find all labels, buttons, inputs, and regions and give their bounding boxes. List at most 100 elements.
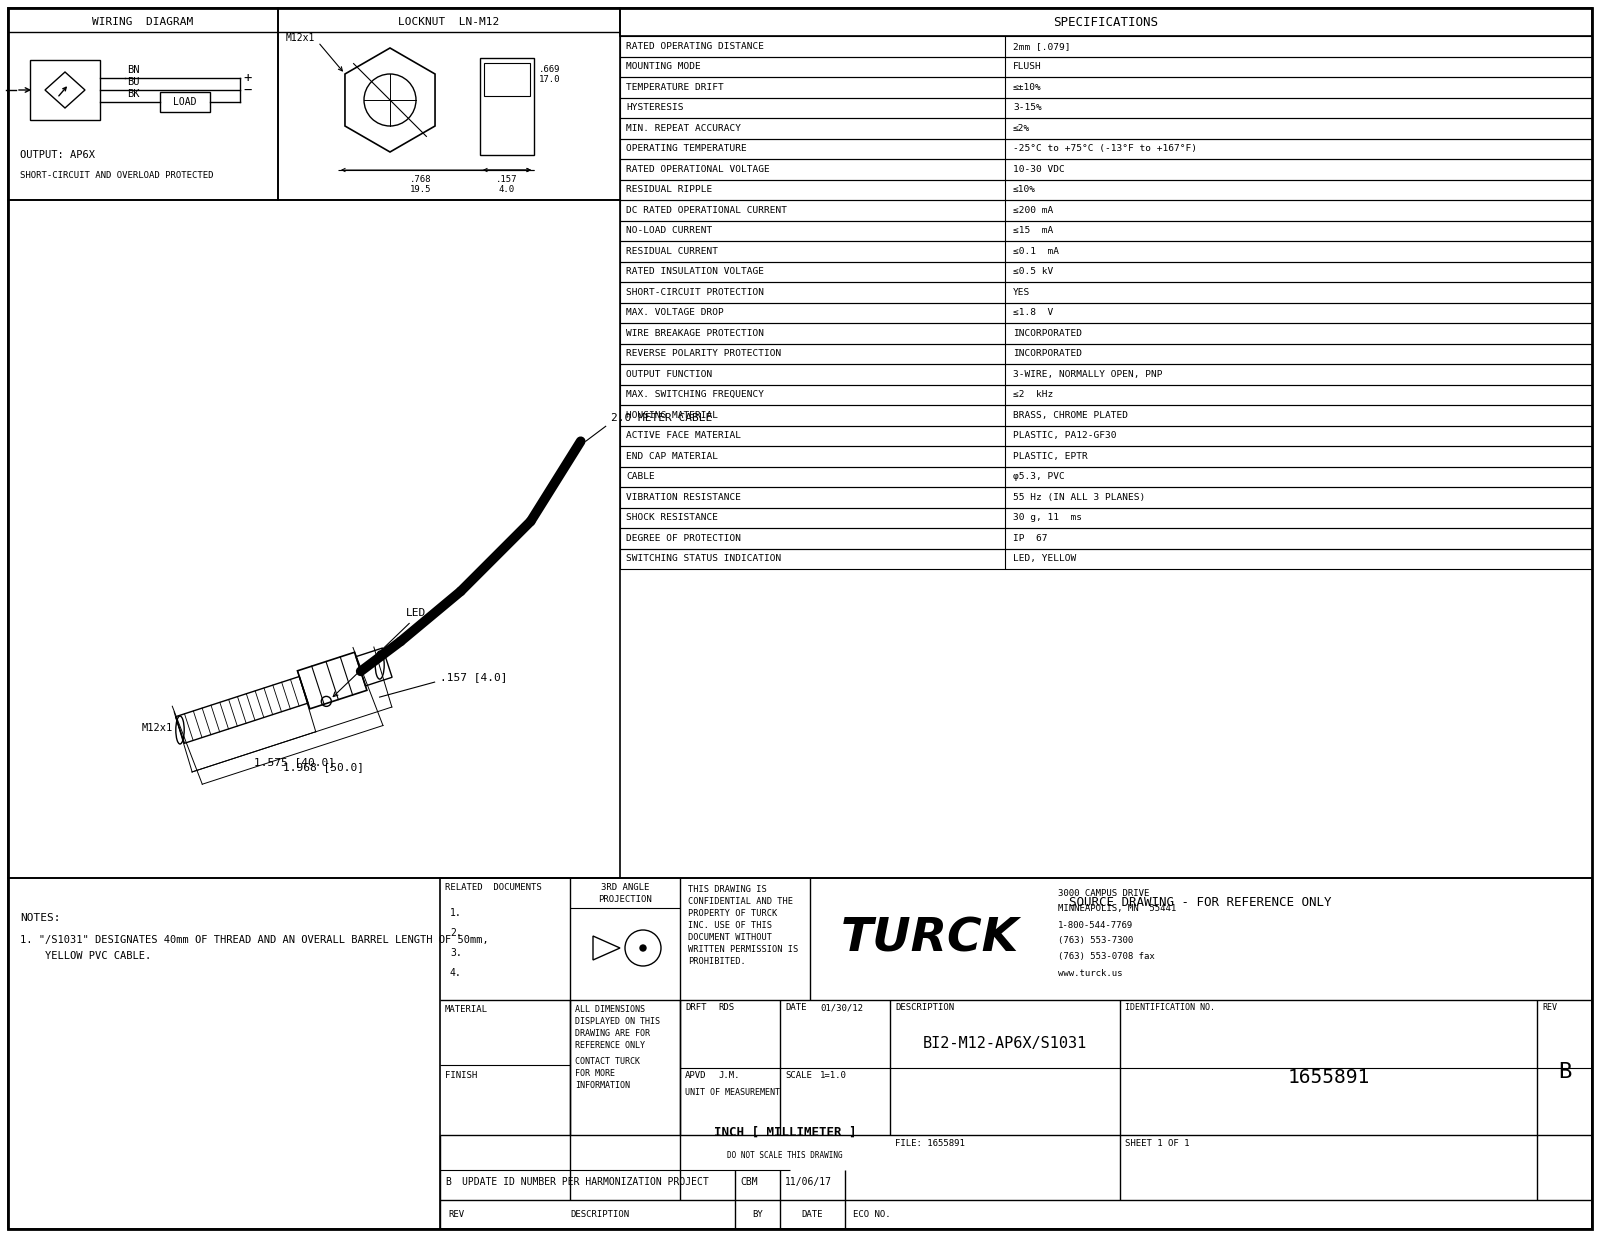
- Text: OUTPUT: AP6X: OUTPUT: AP6X: [19, 150, 94, 160]
- Bar: [621, 118, 1592, 139]
- Bar: [621, 77, 1592, 98]
- Text: ≤0.5 kV: ≤0.5 kV: [1013, 267, 1053, 276]
- Text: END CAP MATERIAL: END CAP MATERIAL: [626, 452, 718, 460]
- Text: UPDATE ID NUMBER PER HARMONIZATION PROJECT: UPDATE ID NUMBER PER HARMONIZATION PROJE…: [462, 1176, 709, 1188]
- Text: ≤200 mA: ≤200 mA: [1013, 205, 1053, 215]
- Text: www.turck.us: www.turck.us: [1058, 969, 1123, 977]
- Text: YES: YES: [1013, 288, 1030, 297]
- Text: INFORMATION: INFORMATION: [574, 1081, 630, 1091]
- Text: WRITTEN PERMISSION IS: WRITTEN PERMISSION IS: [688, 945, 798, 955]
- Text: 4.: 4.: [450, 969, 462, 978]
- Text: MATERIAL: MATERIAL: [445, 1006, 488, 1014]
- Text: INCORPORATED: INCORPORATED: [1013, 329, 1082, 338]
- Text: B: B: [1558, 1063, 1571, 1082]
- Bar: [621, 548, 1592, 569]
- Text: ≤2%: ≤2%: [1013, 124, 1030, 132]
- Bar: [30, 61, 99, 120]
- Text: RATED OPERATING DISTANCE: RATED OPERATING DISTANCE: [626, 42, 765, 51]
- Text: DEGREE OF PROTECTION: DEGREE OF PROTECTION: [626, 533, 741, 543]
- Text: MAX. VOLTAGE DROP: MAX. VOLTAGE DROP: [626, 308, 723, 317]
- Text: B: B: [445, 1176, 451, 1188]
- Text: FOR MORE: FOR MORE: [574, 1070, 614, 1079]
- Circle shape: [640, 945, 646, 951]
- Text: RDS: RDS: [718, 1003, 734, 1013]
- Text: RATED INSULATION VOLTAGE: RATED INSULATION VOLTAGE: [626, 267, 765, 276]
- Text: BN: BN: [126, 66, 139, 75]
- Bar: [160, 92, 210, 113]
- Text: DISPLAYED ON THIS: DISPLAYED ON THIS: [574, 1018, 661, 1027]
- Text: CABLE: CABLE: [626, 473, 654, 481]
- Text: DATE: DATE: [786, 1003, 806, 1013]
- Text: ALL DIMENSIONS: ALL DIMENSIONS: [574, 1006, 645, 1014]
- Text: 01/30/12: 01/30/12: [819, 1003, 862, 1013]
- Bar: [621, 220, 1592, 241]
- Bar: [621, 487, 1592, 507]
- Text: IDENTIFICATION NO.: IDENTIFICATION NO.: [1125, 1003, 1214, 1013]
- Text: APVD: APVD: [685, 1071, 707, 1080]
- Text: RATED OPERATIONAL VOLTAGE: RATED OPERATIONAL VOLTAGE: [626, 165, 770, 173]
- Text: MAX. SWITCHING FREQUENCY: MAX. SWITCHING FREQUENCY: [626, 390, 765, 400]
- Bar: [621, 179, 1592, 200]
- Bar: [621, 447, 1592, 466]
- Bar: [621, 426, 1592, 447]
- Text: ≤10%: ≤10%: [1013, 186, 1037, 194]
- Text: DOCUMENT WITHOUT: DOCUMENT WITHOUT: [688, 934, 771, 943]
- Bar: [278, 7, 621, 200]
- Text: SCALE: SCALE: [786, 1071, 811, 1080]
- Text: CONTACT TURCK: CONTACT TURCK: [574, 1058, 640, 1066]
- Bar: [483, 63, 530, 96]
- Text: INC. USE OF THIS: INC. USE OF THIS: [688, 922, 771, 930]
- Text: CONFIDENTIAL AND THE: CONFIDENTIAL AND THE: [688, 898, 794, 907]
- Text: IP  67: IP 67: [1013, 533, 1048, 543]
- Text: M12x1: M12x1: [286, 33, 315, 43]
- Bar: [440, 878, 1592, 1230]
- Text: LOAD: LOAD: [173, 96, 197, 106]
- Text: .157: .157: [496, 176, 518, 184]
- Text: REFERENCE ONLY: REFERENCE ONLY: [574, 1042, 645, 1050]
- Text: -25°C to +75°C (-13°F to +167°F): -25°C to +75°C (-13°F to +167°F): [1013, 145, 1197, 153]
- Text: TEMPERATURE DRIFT: TEMPERATURE DRIFT: [626, 83, 723, 92]
- Text: OUTPUT FUNCTION: OUTPUT FUNCTION: [626, 370, 712, 379]
- Text: REV: REV: [1542, 1003, 1557, 1013]
- Text: 30 g, 11  ms: 30 g, 11 ms: [1013, 513, 1082, 522]
- Text: 10-30 VDC: 10-30 VDC: [1013, 165, 1064, 173]
- Text: FLUSH: FLUSH: [1013, 62, 1042, 72]
- Bar: [621, 282, 1592, 303]
- Text: RELATED  DOCUMENTS: RELATED DOCUMENTS: [445, 883, 542, 893]
- Text: WIRE BREAKAGE PROTECTION: WIRE BREAKAGE PROTECTION: [626, 329, 765, 338]
- Bar: [621, 466, 1592, 487]
- Text: 1=1.0: 1=1.0: [819, 1071, 846, 1080]
- Bar: [621, 98, 1592, 118]
- Text: HOUSING MATERIAL: HOUSING MATERIAL: [626, 411, 718, 419]
- Bar: [621, 160, 1592, 179]
- Bar: [8, 878, 1592, 1230]
- Text: 19.5: 19.5: [410, 186, 432, 194]
- Text: 3000 CAMPUS DRIVE: 3000 CAMPUS DRIVE: [1058, 888, 1149, 898]
- Bar: [621, 344, 1592, 364]
- Text: DATE: DATE: [802, 1210, 824, 1218]
- Text: M12x1: M12x1: [141, 724, 173, 734]
- Text: 1.575 [40.0]: 1.575 [40.0]: [254, 757, 334, 767]
- Text: ECO NO.: ECO NO.: [853, 1210, 891, 1218]
- Text: 2mm [.079]: 2mm [.079]: [1013, 42, 1070, 51]
- Text: DRAWING ARE FOR: DRAWING ARE FOR: [574, 1029, 650, 1039]
- Text: ≤±10%: ≤±10%: [1013, 83, 1042, 92]
- Text: RESIDUAL RIPPLE: RESIDUAL RIPPLE: [626, 186, 712, 194]
- Bar: [621, 200, 1592, 220]
- Text: 55 Hz (IN ALL 3 PLANES): 55 Hz (IN ALL 3 PLANES): [1013, 492, 1146, 502]
- Text: 4.0: 4.0: [499, 186, 515, 194]
- Text: FINISH: FINISH: [445, 1070, 477, 1080]
- Text: 3-15%: 3-15%: [1013, 103, 1042, 113]
- Text: MINNEAPOLIS, MN  55441: MINNEAPOLIS, MN 55441: [1058, 904, 1176, 913]
- Bar: [621, 385, 1592, 404]
- Text: J.M.: J.M.: [718, 1071, 739, 1080]
- Bar: [621, 303, 1592, 323]
- Text: LOCKNUT  LN-M12: LOCKNUT LN-M12: [398, 17, 499, 27]
- Text: PLASTIC, PA12-GF30: PLASTIC, PA12-GF30: [1013, 432, 1117, 440]
- Text: (763) 553-0708 fax: (763) 553-0708 fax: [1058, 952, 1155, 961]
- Text: YELLOW PVC CABLE.: YELLOW PVC CABLE.: [19, 951, 152, 961]
- Text: NO-LOAD CURRENT: NO-LOAD CURRENT: [626, 226, 712, 235]
- Text: BI2-M12-AP6X/S1031: BI2-M12-AP6X/S1031: [923, 1037, 1086, 1051]
- Bar: [621, 507, 1592, 528]
- Text: ≤1.8  V: ≤1.8 V: [1013, 308, 1053, 317]
